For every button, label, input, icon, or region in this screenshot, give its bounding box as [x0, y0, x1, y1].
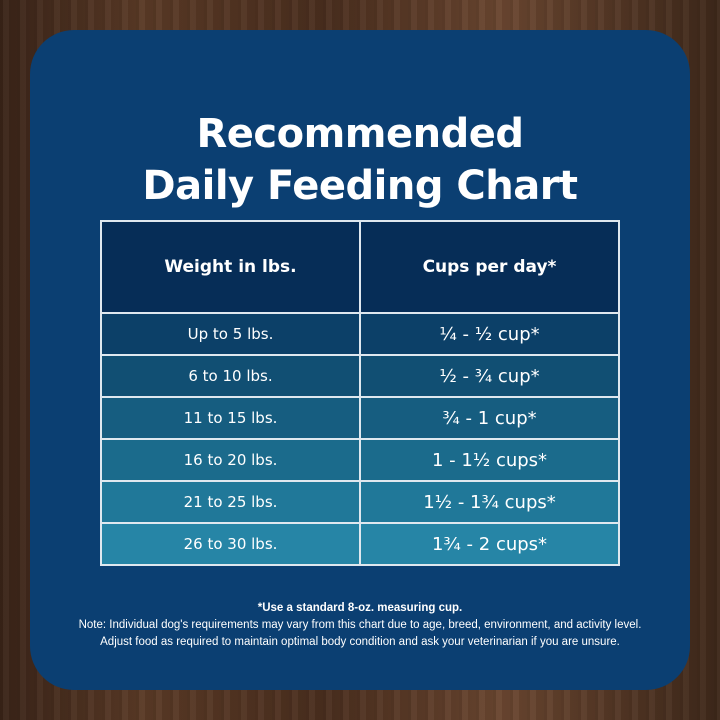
table-row: 21 to 25 lbs. 1½ - 1¾ cups*: [100, 480, 620, 524]
header-weight: Weight in lbs.: [100, 220, 361, 314]
title-line-1: Recommended: [196, 111, 524, 157]
weight-cell: 16 to 20 lbs.: [100, 438, 361, 482]
weight-cell: 26 to 30 lbs.: [100, 522, 361, 566]
table-row: Up to 5 lbs. ¼ - ½ cup*: [100, 312, 620, 356]
cups-cell: 1½ - 1¾ cups*: [359, 480, 620, 524]
weight-cell: 21 to 25 lbs.: [100, 480, 361, 524]
page-title: Recommended Daily Feeding Chart: [30, 108, 690, 212]
note-line-1: Note: Individual dog's requirements may …: [78, 619, 642, 631]
table-row: 6 to 10 lbs. ½ - ¾ cup*: [100, 354, 620, 398]
title-line-2: Daily Feeding Chart: [142, 163, 578, 209]
weight-cell: 11 to 15 lbs.: [100, 396, 361, 440]
table-row: 11 to 15 lbs. ¾ - 1 cup*: [100, 396, 620, 440]
cups-cell: ¼ - ½ cup*: [359, 312, 620, 356]
cups-cell: 1¾ - 2 cups*: [359, 522, 620, 566]
cups-cell: 1 - 1½ cups*: [359, 438, 620, 482]
table-header-row: Weight in lbs. Cups per day*: [100, 220, 620, 314]
header-cups: Cups per day*: [359, 220, 620, 314]
note-line-2: Adjust food as required to maintain opti…: [100, 636, 620, 648]
cups-cell: ½ - ¾ cup*: [359, 354, 620, 398]
table-row: 16 to 20 lbs. 1 - 1½ cups*: [100, 438, 620, 482]
feeding-table: Weight in lbs. Cups per day* Up to 5 lbs…: [100, 220, 620, 566]
weight-cell: 6 to 10 lbs.: [100, 354, 361, 398]
footnotes: *Use a standard 8-oz. measuring cup. Not…: [40, 600, 680, 651]
table-row: 26 to 30 lbs. 1¾ - 2 cups*: [100, 522, 620, 566]
measuring-note: *Use a standard 8-oz. measuring cup.: [257, 602, 463, 614]
cups-cell: ¾ - 1 cup*: [359, 396, 620, 440]
weight-cell: Up to 5 lbs.: [100, 312, 361, 356]
